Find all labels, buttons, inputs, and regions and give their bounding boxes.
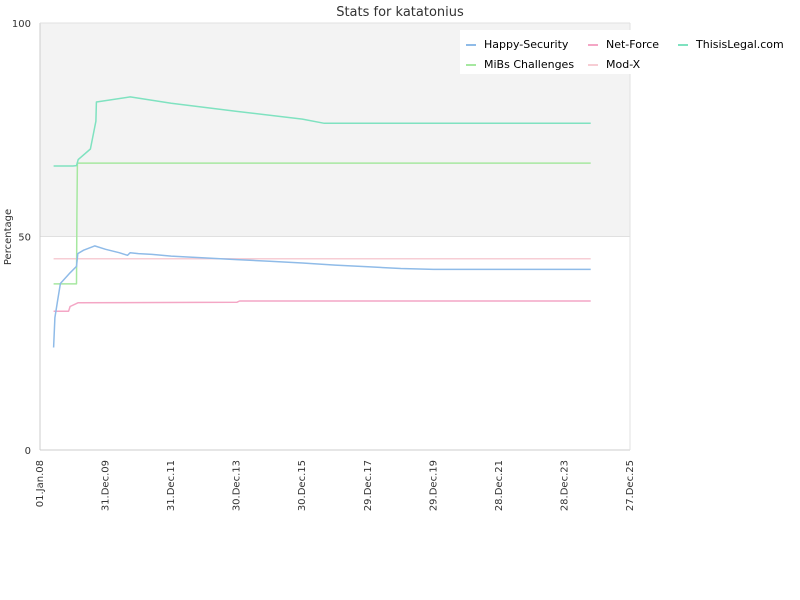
x-tick-label: 30.Dec.13 — [232, 460, 243, 511]
x-tick-label: 31.Dec.11 — [166, 460, 177, 511]
series-line-happy-security — [52, 245, 591, 348]
x-tick-label: 31.Dec.09 — [101, 460, 112, 511]
series-line-thisislegal-com — [53, 96, 591, 167]
chart-title: Stats for katatonius — [336, 5, 464, 20]
legend: Happy-Security Net-Force ThisisLegal.com Mi… — [460, 30, 788, 74]
legend-label-net-force: Net-Force — [606, 38, 659, 51]
x-tick-label: 27.Dec.25 — [625, 460, 636, 511]
y-tick-label: 50 — [18, 233, 31, 244]
series-line-net-force — [53, 300, 591, 312]
x-tick-label: 28.Dec.21 — [494, 460, 505, 511]
legend-label-mod-x: Mod-X — [606, 58, 641, 71]
legend-background — [460, 30, 788, 74]
x-tick-labels: 01.Jan.08 31.Dec.09 31.Dec.11 30.Dec.13 30.D… — [35, 460, 636, 511]
x-tick-label: 01.Jan.08 — [35, 460, 46, 507]
x-tick-label: 28.Dec.23 — [559, 460, 570, 511]
legend-label-happy-security: Happy-Security — [484, 38, 569, 51]
x-tick-label: 30.Dec.15 — [297, 460, 308, 511]
x-tick-label: 29.Dec.19 — [428, 460, 439, 511]
series-line-mibs-challenges — [53, 162, 591, 285]
series-lines — [52, 96, 591, 348]
legend-label-mibs-challenges: MiBs Challenges — [484, 58, 574, 71]
y-axis-label: Percentage — [3, 209, 14, 265]
y-tick-label: 100 — [12, 19, 31, 30]
y-tick-label: 0 — [25, 446, 31, 457]
x-tick-label: 29.Dec.17 — [363, 460, 374, 511]
y-tick-labels: 0 50 100 — [12, 19, 31, 457]
legend-label-thisislegal-com: ThisisLegal.com — [695, 38, 784, 51]
